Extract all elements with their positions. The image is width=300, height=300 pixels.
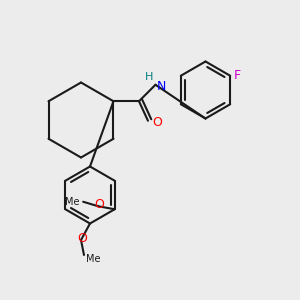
- Text: F: F: [234, 69, 241, 82]
- Text: Me: Me: [65, 197, 80, 207]
- Text: H: H: [145, 72, 154, 82]
- Text: N: N: [157, 80, 166, 93]
- Text: O: O: [152, 116, 162, 129]
- Text: O: O: [78, 232, 87, 245]
- Text: O: O: [95, 198, 105, 211]
- Text: Me: Me: [85, 254, 100, 265]
